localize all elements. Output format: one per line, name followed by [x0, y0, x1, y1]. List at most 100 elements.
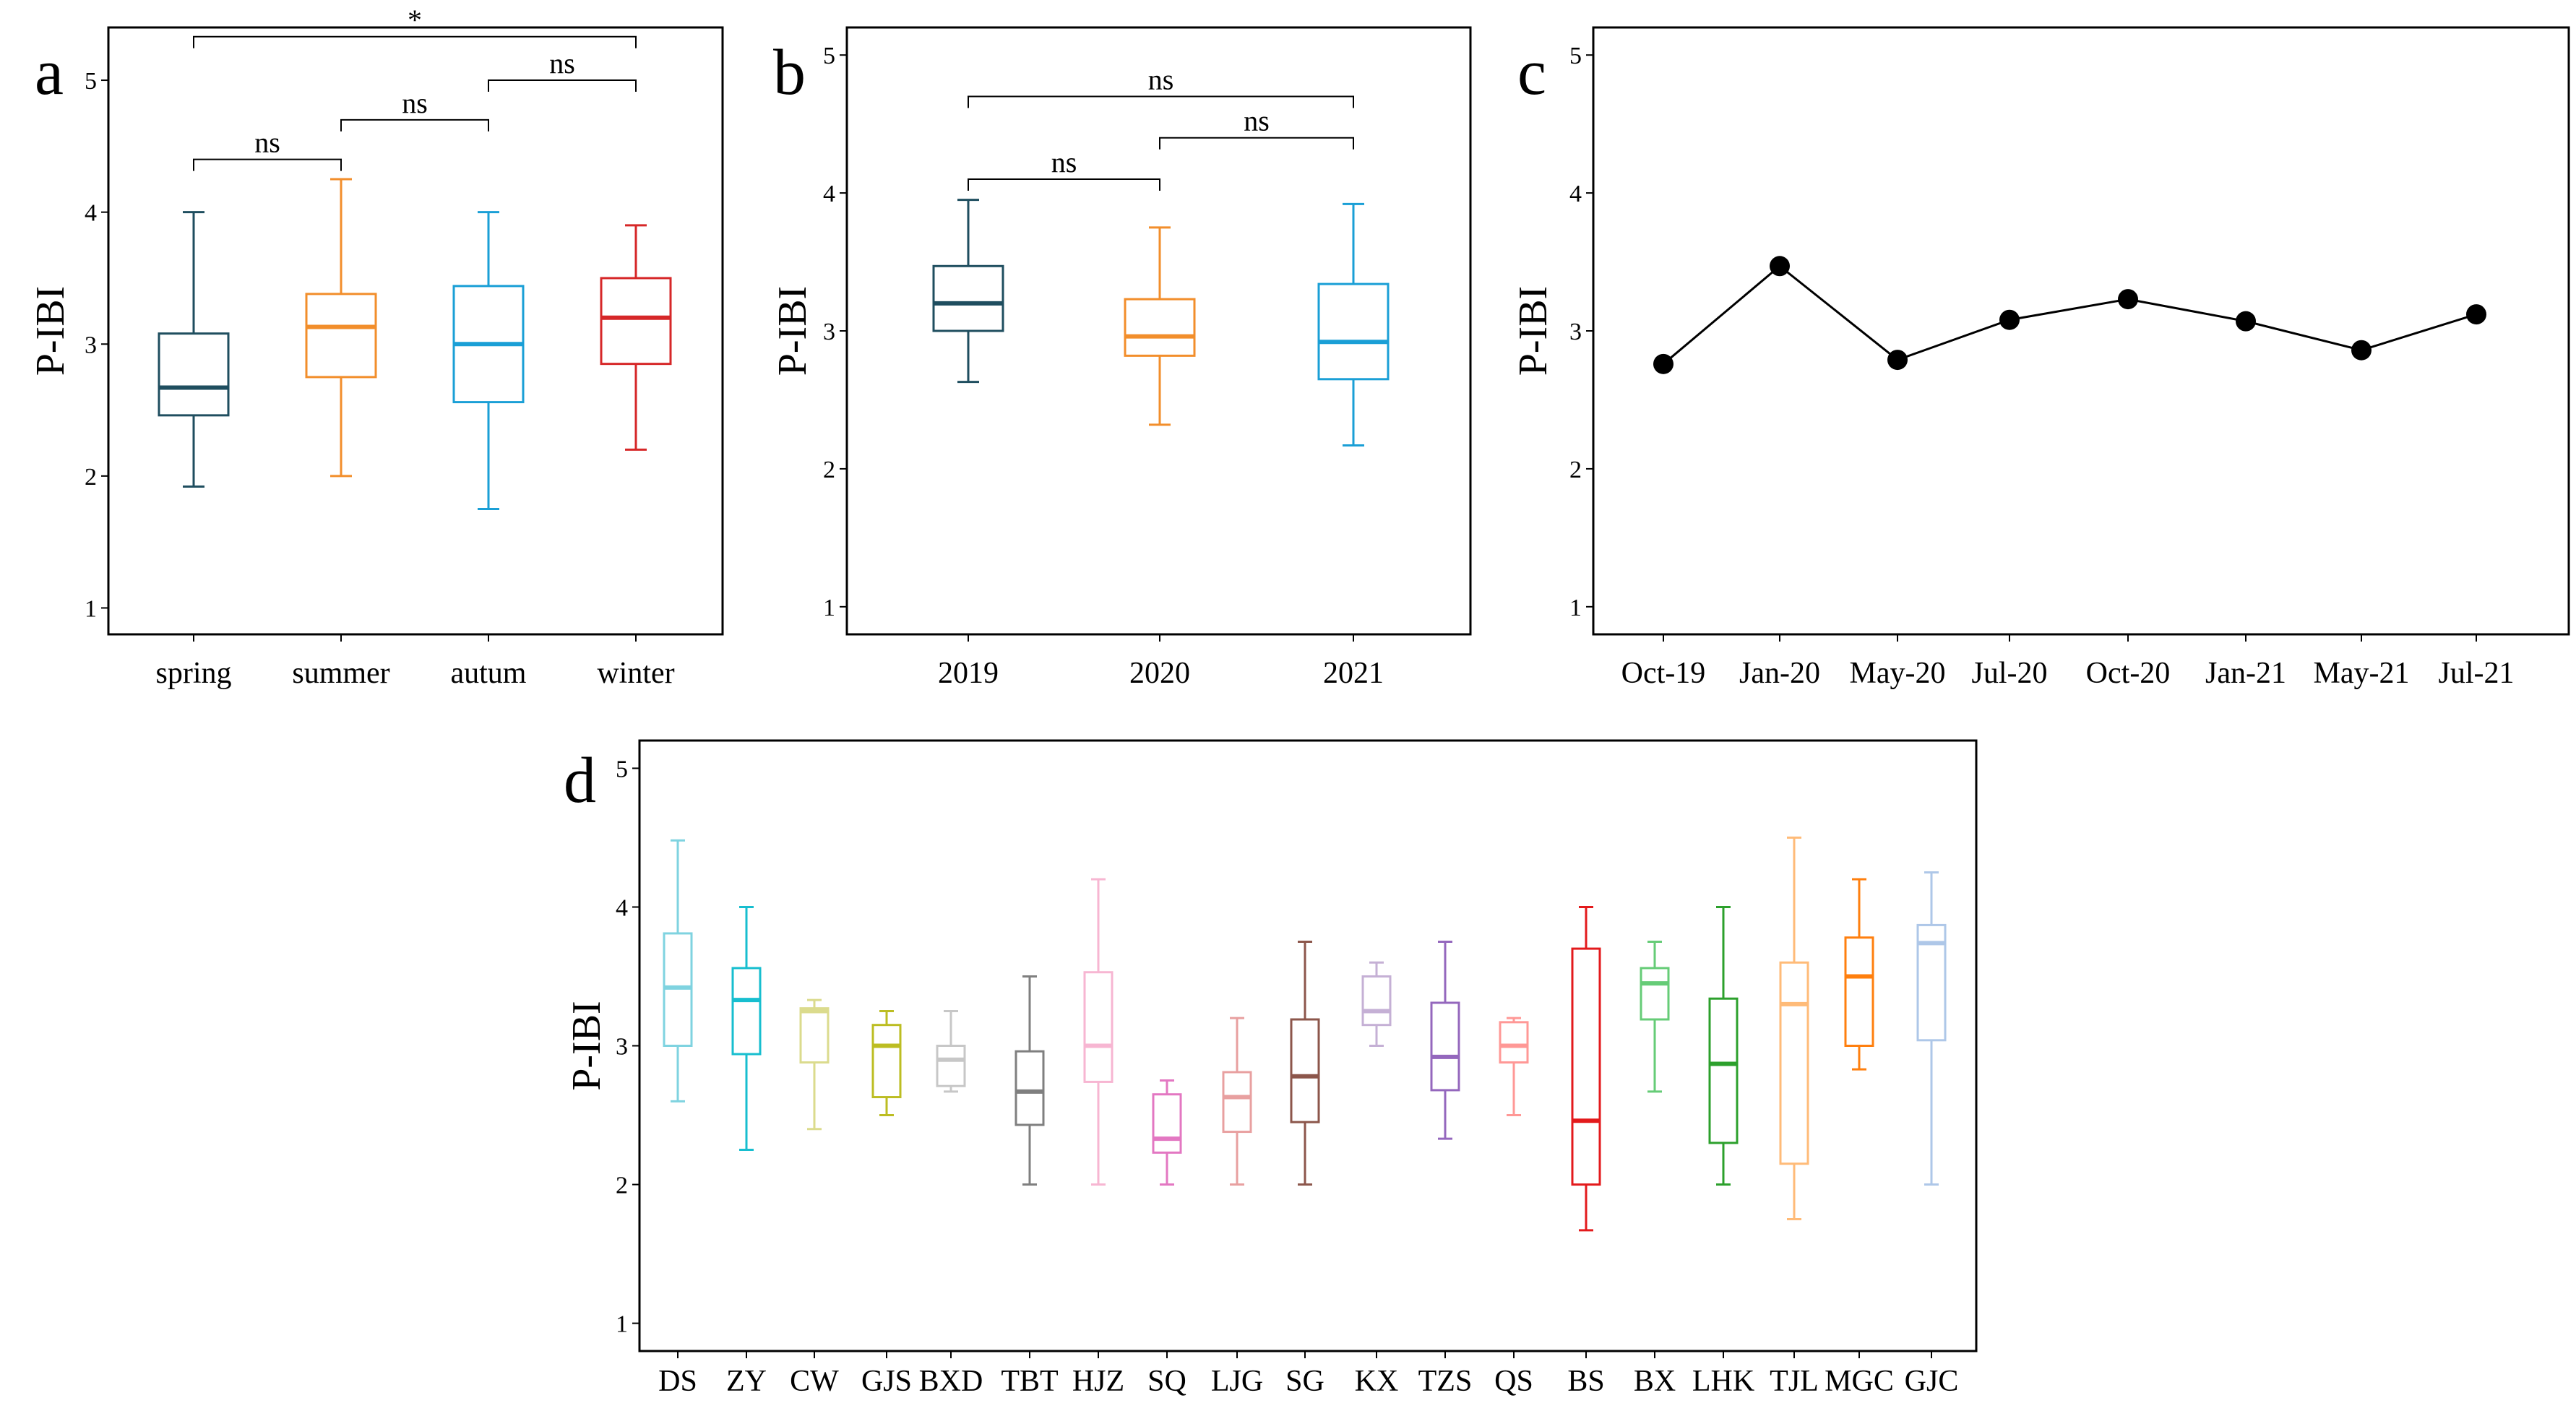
x-tick-label: SG — [1285, 1365, 1324, 1398]
box-iqr — [1124, 298, 1196, 357]
y-axis-label: P-IBI — [28, 286, 73, 376]
data-point — [1653, 353, 1673, 374]
box-iqr — [1708, 997, 1739, 1144]
significance-bracket: ns — [340, 87, 489, 131]
box-iqr — [1222, 1071, 1252, 1134]
box-BX — [1640, 940, 1670, 1093]
x-tick-label: SQ — [1147, 1365, 1186, 1398]
y-tick-label: 4 — [1569, 181, 1582, 207]
significance-bracket: ns — [968, 146, 1160, 191]
y-axis-label: P-IBI — [770, 286, 815, 376]
x-tick-label: BX — [1634, 1365, 1676, 1398]
x-tick-label: GJC — [1905, 1365, 1959, 1398]
box-HJZ — [1083, 878, 1113, 1186]
data-point — [1999, 309, 2020, 330]
bracket-line — [193, 35, 637, 48]
significance-label: ns — [254, 126, 280, 159]
y-tick-label: 5 — [823, 43, 835, 69]
x-tick-label: QS — [1494, 1365, 1533, 1398]
box-BS — [1571, 905, 1601, 1232]
x-tick-label: May-20 — [1850, 657, 1946, 690]
y-tick-label: 2 — [1569, 457, 1582, 483]
box-LJG — [1222, 1017, 1252, 1186]
series-line — [1663, 264, 2477, 365]
x-tick-label: Oct-20 — [2086, 657, 2171, 690]
y-axis-label: P-IBI — [564, 1001, 609, 1090]
x-tick-label: Jan-21 — [2205, 657, 2286, 690]
significance-label: ns — [402, 87, 428, 119]
y-tick-label: 2 — [823, 457, 835, 483]
x-tick-label: HJZ — [1072, 1365, 1124, 1398]
x-tick-label: autum — [451, 657, 527, 690]
box-iqr — [600, 277, 672, 366]
box-iqr — [1640, 967, 1670, 1021]
x-tick-label: May-21 — [2314, 657, 2410, 690]
box-autum — [452, 211, 525, 511]
box-SQ — [1152, 1079, 1182, 1186]
bracket-line — [968, 178, 1160, 191]
significance-bracket: ns — [488, 47, 637, 92]
bracket-line — [340, 118, 489, 131]
box-iqr — [1290, 1018, 1320, 1123]
x-tick-label: Jan-20 — [1739, 657, 1820, 690]
box-iqr — [1317, 282, 1390, 381]
y-tick-label: 5 — [85, 68, 97, 95]
box-iqr — [871, 1024, 902, 1099]
box-BXD — [936, 1009, 966, 1093]
x-tick-label: LHK — [1692, 1365, 1754, 1398]
significance-bracket: ns — [1159, 105, 1354, 150]
x-tick-label: MGC — [1825, 1365, 1894, 1398]
box-2020 — [1124, 226, 1196, 426]
bracket-line — [1159, 137, 1354, 150]
box-TBT — [1015, 975, 1045, 1186]
x-tick-label: spring — [156, 657, 232, 690]
x-tick-label: BS — [1567, 1365, 1604, 1398]
significance-label: ns — [1148, 63, 1174, 95]
box-iqr — [1015, 1050, 1045, 1126]
significance-label: * — [408, 4, 422, 36]
box-iqr — [932, 264, 1004, 332]
box-iqr — [1083, 971, 1113, 1083]
box-winter — [600, 224, 672, 451]
x-tick-label: GJS — [861, 1365, 912, 1398]
y-tick-label: 1 — [85, 595, 97, 622]
y-tick-label: 1 — [616, 1311, 628, 1338]
box-QS — [1499, 1017, 1529, 1117]
box-iqr — [305, 293, 377, 379]
box-iqr — [1499, 1021, 1529, 1064]
x-tick-label: 2020 — [1129, 657, 1190, 690]
box-iqr — [1844, 936, 1874, 1048]
y-tick-label: 1 — [1569, 595, 1582, 621]
box-DS — [663, 839, 693, 1102]
box-LHK — [1708, 905, 1739, 1186]
x-tick-label: LJG — [1211, 1365, 1263, 1398]
significance-label: ns — [549, 47, 575, 79]
box-iqr — [1571, 947, 1601, 1186]
box-2019 — [932, 199, 1004, 384]
y-tick-label: 3 — [823, 319, 835, 345]
box-iqr — [1361, 975, 1392, 1027]
box-KX — [1361, 961, 1392, 1047]
data-point — [2118, 289, 2138, 310]
panel-letter: a — [35, 37, 64, 108]
data-point — [1887, 350, 1908, 371]
y-tick-label: 3 — [616, 1034, 628, 1061]
significance-label: ns — [1244, 105, 1270, 137]
x-tick-label: summer — [292, 657, 389, 690]
plot-frame — [107, 26, 724, 636]
y-axis-label: P-IBI — [1511, 286, 1556, 376]
y-tick-label: 3 — [85, 332, 97, 358]
data-point — [2236, 311, 2256, 332]
x-tick-label: KX — [1355, 1365, 1399, 1398]
box-CW — [799, 998, 830, 1131]
box-GJS — [871, 1009, 902, 1117]
box-spring — [158, 211, 230, 488]
x-tick-label: Jul-21 — [2439, 657, 2515, 690]
box-iqr — [1916, 923, 1947, 1042]
box-MGC — [1844, 878, 1874, 1071]
x-tick-label: winter — [597, 657, 674, 690]
y-tick-label: 4 — [85, 200, 97, 227]
panel-b: b P-IBI 1 2 3 4 5 2019 2020 2021 ns ns ns — [770, 26, 1472, 690]
box-iqr — [936, 1045, 966, 1087]
